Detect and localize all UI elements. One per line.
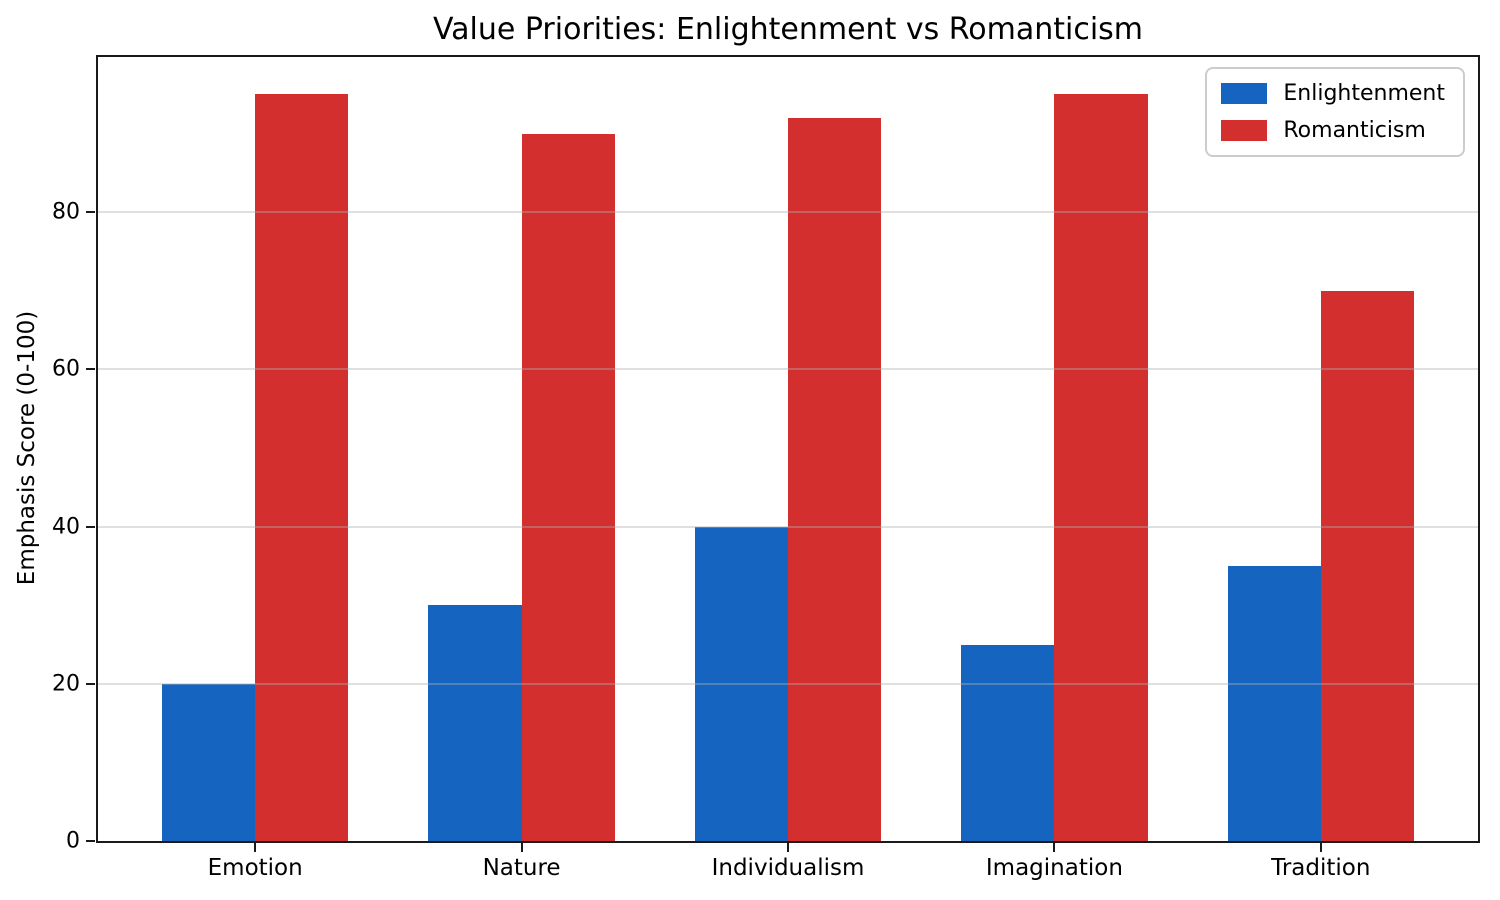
legend: Enlightenment Romanticism (1205, 67, 1465, 157)
x-tick-label-nature: Nature (482, 855, 561, 881)
bar-romanticism-nature (521, 133, 615, 841)
x-tick-mark-emotion (254, 843, 257, 852)
y-tick-mark-80 (86, 211, 95, 214)
bar-romanticism-emotion (255, 94, 349, 841)
y-tick-label-40: 40 (52, 514, 80, 540)
x-tick-mark-nature (520, 843, 523, 852)
y-tick-label-80: 80 (52, 199, 80, 225)
bar-enlightenment-individualism (694, 526, 788, 841)
bar-enlightenment-imagination (961, 644, 1055, 841)
x-tick-mark-tradition (1319, 843, 1322, 852)
y-axis-label: Emphasis Score (0-100) (14, 310, 40, 586)
bar-romanticism-individualism (788, 117, 882, 841)
bars-layer (98, 57, 1478, 841)
legend-swatch-enlightenment (1221, 83, 1268, 104)
y-tick-mark-0 (86, 840, 95, 842)
plot-area: 0 20 40 60 80 Emotion Nature Individualism Imagi… (52, 55, 1480, 881)
bar-enlightenment-emotion (161, 683, 256, 841)
bar-romanticism-tradition (1320, 290, 1415, 841)
bar-enlightenment-tradition (1227, 565, 1321, 841)
bar-enlightenment-nature (428, 605, 522, 841)
x-tick-label-tradition: Tradition (1271, 855, 1371, 881)
x-tick-mark-individualism (787, 843, 789, 852)
x-tick-label-individualism: Individualism (711, 855, 865, 881)
legend-item-enlightenment: Enlightenment (1221, 81, 1445, 106)
y-tick-label-60: 60 (52, 356, 80, 382)
y-tick-mark-20 (86, 682, 95, 685)
y-tick-mark-40 (86, 525, 95, 528)
chart-title: Value Priorities: Enlightenment vs Roman… (432, 12, 1144, 47)
legend-label-romanticism: Romanticism (1283, 118, 1426, 143)
x-tick-label-emotion: Emotion (207, 855, 303, 881)
x-tick-label-imagination: Imagination (985, 855, 1123, 881)
bar-romanticism-imagination (1054, 94, 1148, 841)
y-tick-label-0: 0 (66, 828, 80, 854)
legend-label-enlightenment: Enlightenment (1283, 81, 1445, 106)
y-tick-label-20: 20 (52, 671, 80, 697)
y-tick-mark-60 (86, 368, 95, 371)
x-tick-mark-imagination (1053, 843, 1056, 852)
legend-swatch-romanticism (1221, 120, 1268, 141)
axis-decorations-layer: 0 20 40 60 80 Emotion Nature Individualism Imagi… (52, 57, 1478, 881)
legend-item-romanticism: Romanticism (1221, 118, 1445, 143)
